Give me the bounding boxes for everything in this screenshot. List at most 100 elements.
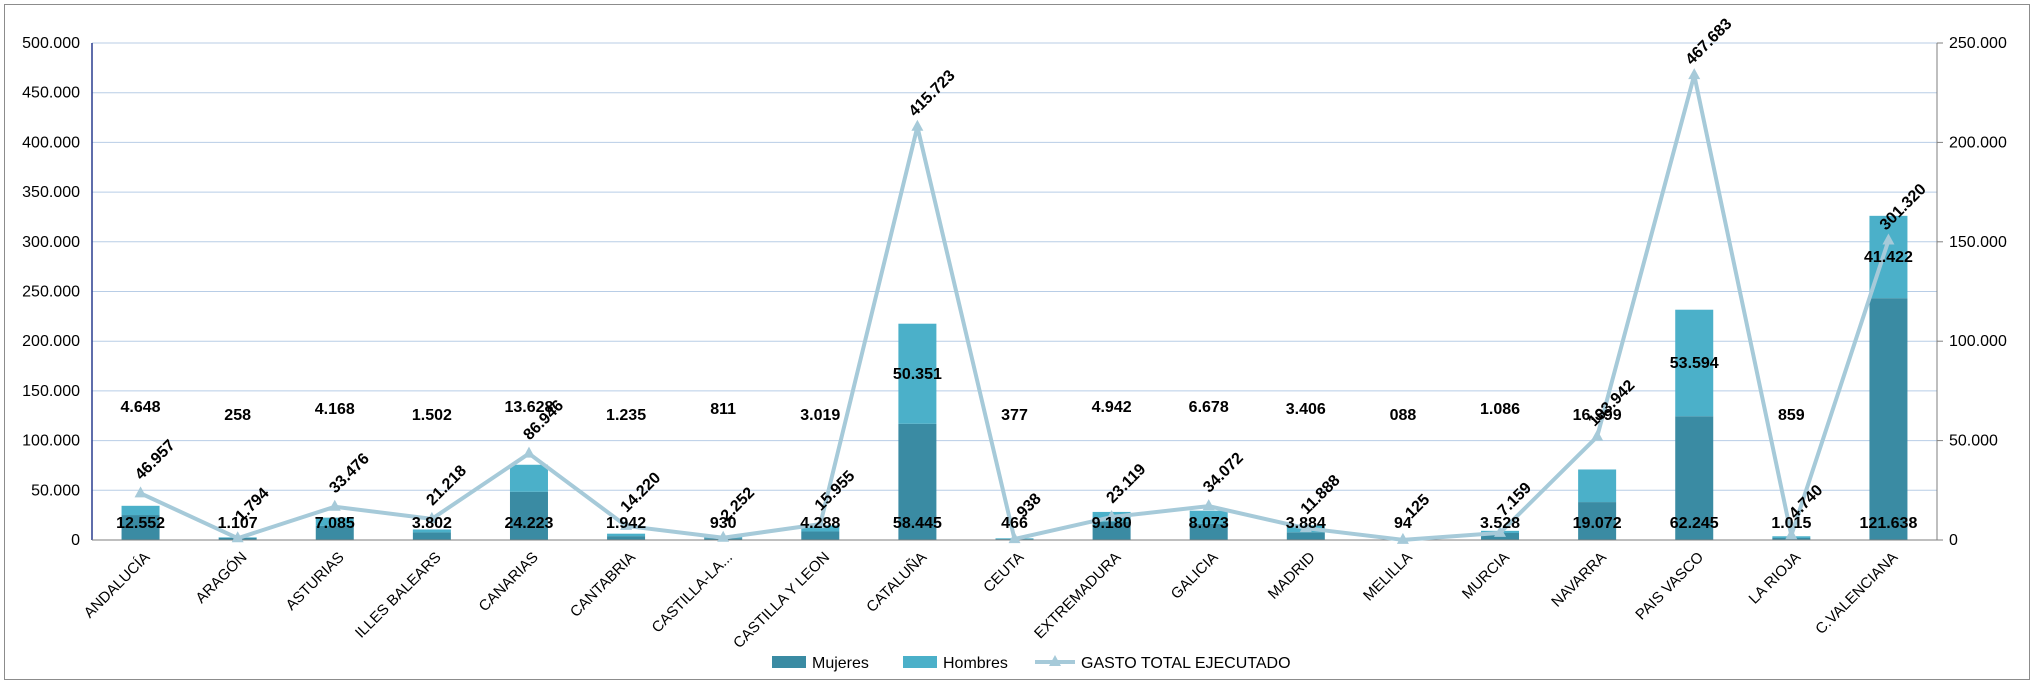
- left-axis-tick-label: 450.000: [22, 85, 80, 102]
- left-axis-tick-label: 0: [71, 532, 80, 549]
- label-gasto: 46.957: [132, 437, 179, 484]
- category-label: MELILLA: [1360, 549, 1416, 605]
- category-axis-labels: ANDALUCÍA ARAGÓN ASTURIAS ILLES BALEARS CANA…: [81, 549, 1902, 652]
- stacked-bars: [121, 215, 1908, 540]
- label-mujeres: 121.638: [1860, 515, 1918, 532]
- label-hombres: 258: [224, 407, 251, 424]
- left-axis-tick-label: 50.000: [31, 482, 80, 499]
- label-mujeres: 466: [1001, 515, 1028, 532]
- gasto-marker: [1202, 499, 1215, 511]
- label-mujeres: 8.073: [1189, 515, 1229, 532]
- gasto-marker: [425, 511, 438, 523]
- label-mujeres: 62.245: [1670, 515, 1719, 532]
- label-hombres: 6.678: [1189, 399, 1229, 416]
- legend-swatch-hombres: [903, 656, 937, 668]
- axes: 0 50.000 100.000 150.000 200.000 250.000 300.0…: [22, 35, 2007, 549]
- category-label: CASTILLA Y LEON: [730, 549, 833, 652]
- gasto-marker: [1688, 68, 1701, 80]
- bar-mujeres: [1092, 521, 1131, 540]
- left-axis-tick-label: 350.000: [22, 184, 80, 201]
- bar-mujeres: [607, 536, 646, 540]
- label-hombres: 859: [1778, 407, 1805, 424]
- label-hombres: 4.168: [315, 401, 355, 418]
- gasto-marker: [231, 531, 244, 543]
- right-axis-tick-label: 50.000: [1949, 433, 1998, 450]
- right-axis-tick-label: 100.000: [1949, 333, 2007, 350]
- label-gasto: 21.218: [423, 462, 470, 509]
- gasto-marker: [1882, 233, 1895, 245]
- category-label: CANTABRIA: [567, 549, 639, 621]
- gasto-marker: [1591, 429, 1604, 441]
- gasto-marker: [717, 530, 730, 542]
- left-axis-tick-label: 200.000: [22, 333, 80, 350]
- gasto-marker: [1299, 521, 1312, 533]
- gasto-marker: [1396, 532, 1409, 544]
- label-gasto: 34.072: [1200, 450, 1247, 497]
- gasto-marker: [1008, 532, 1021, 544]
- label-mujeres: 3.528: [1480, 515, 1520, 532]
- label-gasto: 7.159: [1495, 479, 1535, 519]
- gasto-marker: [328, 499, 341, 511]
- bar-mujeres: [1869, 298, 1908, 540]
- bar-hombres: [1675, 309, 1714, 417]
- label-gasto: 415.723: [906, 67, 959, 120]
- gasto-marker: [1105, 510, 1118, 522]
- label-hombres: 1.235: [606, 407, 646, 424]
- left-axis-tick-label: 100.000: [22, 433, 80, 450]
- category-label: ARAGÓN: [192, 549, 250, 607]
- right-axis-tick-label: 0: [1949, 532, 1958, 549]
- label-hombres: 811: [710, 401, 736, 418]
- legend-label-mujeres: Mujeres: [812, 655, 869, 672]
- bar-hombres: [607, 533, 646, 537]
- label-mujeres: 1.107: [218, 515, 258, 532]
- gasto-line: [139, 73, 1891, 542]
- label-gasto: 467.683: [1683, 15, 1736, 68]
- label-hombres: 53.594: [1670, 355, 1719, 372]
- label-mujeres: 7.085: [315, 515, 355, 532]
- legend-swatch-mujeres: [772, 656, 806, 668]
- right-axis-tick-label: 200.000: [1949, 134, 2007, 151]
- label-hombres: 3.406: [1286, 401, 1326, 418]
- label-hombres: 4.648: [121, 399, 161, 416]
- label-mujeres: 24.223: [505, 515, 554, 532]
- category-label: ANDALUCÍA: [81, 549, 154, 622]
- gasto-marker: [134, 486, 147, 498]
- label-mujeres: 58.445: [893, 515, 942, 532]
- label-mujeres: 12.552: [116, 515, 165, 532]
- legend-label-gasto: GASTO TOTAL EJECUTADO: [1081, 655, 1291, 672]
- label-mujeres: 1.015: [1771, 515, 1811, 532]
- category-label: NAVARRA: [1548, 549, 1610, 611]
- category-label: ASTURIAS: [283, 549, 348, 614]
- gasto-line-series: [134, 68, 1895, 544]
- label-mujeres: 930: [710, 515, 737, 532]
- legend-label-hombres: Hombres: [943, 655, 1008, 672]
- right-axis-tick-label: 250.000: [1949, 35, 2007, 52]
- bar-hombres: [898, 323, 937, 424]
- label-hombres: 088: [1390, 407, 1417, 424]
- label-gasto: 23.119: [1103, 461, 1149, 507]
- category-label: C.VALENCIANA: [1812, 549, 1901, 638]
- bar-mujeres: [315, 525, 354, 540]
- label-gasto: 14.220: [618, 469, 665, 516]
- left-axis-tick-label: 250.000: [22, 284, 80, 301]
- bar-hombres: [801, 525, 840, 532]
- left-axis-tick-label: 150.000: [22, 383, 80, 400]
- category-label: GALICIA: [1168, 549, 1222, 603]
- bar-hombres: [1578, 469, 1617, 503]
- label-hombres: 16.399: [1573, 407, 1622, 424]
- category-label: LA RIOJA: [1746, 549, 1805, 608]
- gasto-marker: [1785, 528, 1798, 540]
- bar-mujeres: [1675, 416, 1714, 540]
- bar-hombres: [315, 517, 354, 526]
- category-label: MADRID: [1265, 549, 1319, 603]
- right-axis-tick-label: 150.000: [1949, 234, 2007, 251]
- label-hombres: 13.628: [505, 399, 554, 416]
- label-hombres: 50.351: [893, 366, 942, 383]
- gasto-marker: [620, 518, 633, 530]
- left-axis-tick-label: 400.000: [22, 134, 80, 151]
- bar-mujeres: [121, 515, 160, 540]
- category-label: ILLES BALEARS: [352, 549, 445, 642]
- bar-hombres: [1189, 510, 1228, 524]
- bar-mujeres: [509, 491, 548, 540]
